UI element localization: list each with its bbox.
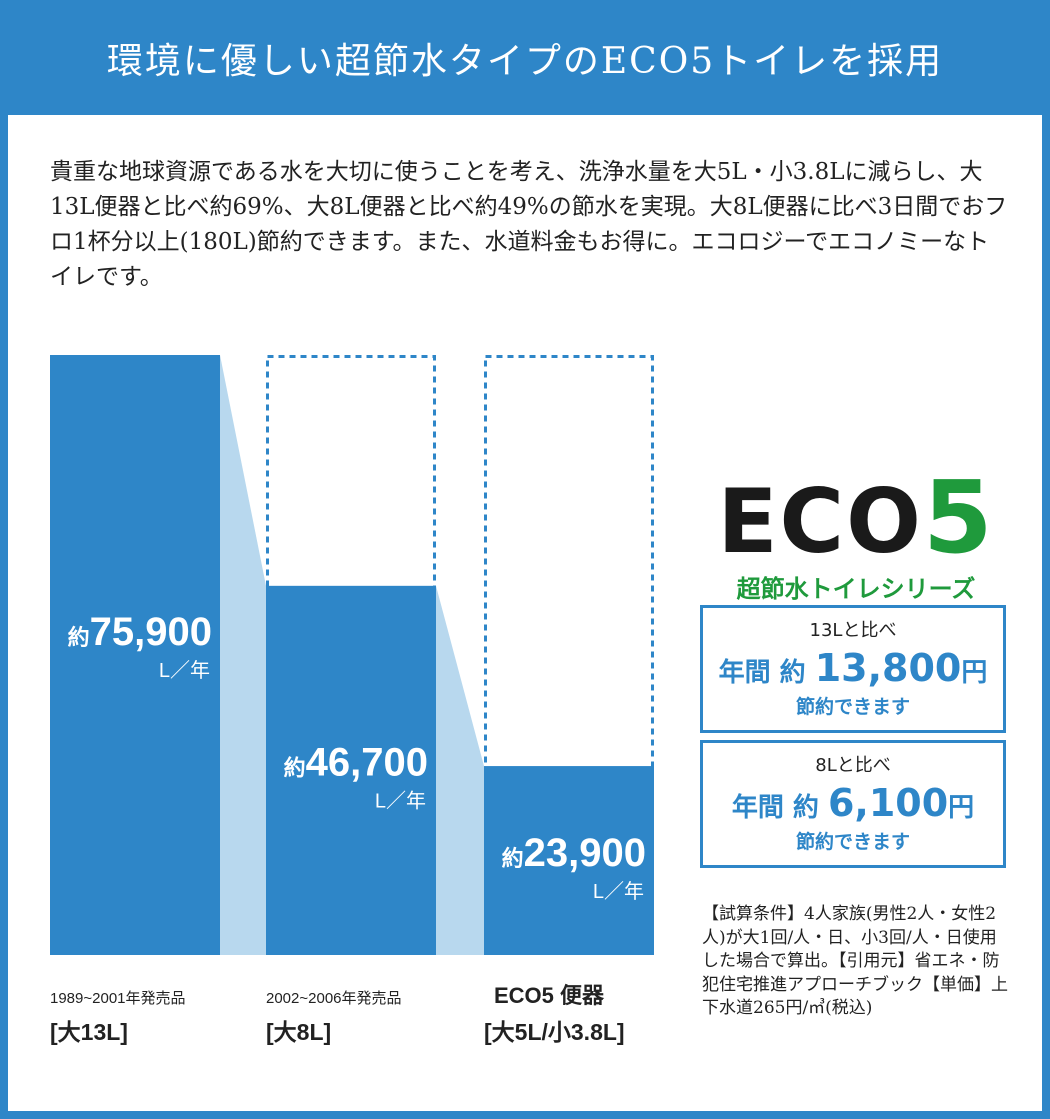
savings-box-8l: 8Lと比べ 年間 約 6,100円 節約できます — [700, 740, 1006, 868]
data-label: 約23,900 — [502, 831, 646, 875]
savings-amount-line: 年間 約 13,800円 — [703, 646, 1003, 690]
tick-label: [大13L] — [50, 1019, 128, 1045]
tick-label: [大8L] — [266, 1019, 331, 1045]
bar — [484, 766, 654, 955]
category-top-label: ECO5 便器 — [494, 983, 605, 1008]
calculation-conditions: 【試算条件】4人家族(男性2人・女性2人)が大1回/人・日、小3回/人・日使用し… — [702, 904, 1008, 1018]
unit-label: L／年 — [159, 659, 210, 682]
savings-prefix: 年間 約 — [718, 658, 815, 688]
data-label: 約46,700 — [284, 740, 428, 784]
data-label: 約75,900 — [68, 610, 212, 654]
savings-compare: 8Lと比べ — [815, 755, 891, 776]
content-panel: 貴重な地球資源である水を大切に使うことを考え、洗浄水量を大5L・小3.8Lに減ら… — [8, 115, 1042, 1111]
eco5-logo-text: ECO — [717, 470, 923, 573]
bar-connector — [436, 585, 484, 955]
savings-unit: 円 — [948, 793, 975, 823]
savings-box-13l: 13Lと比べ 年間 約 13,800円 節約できます — [700, 605, 1006, 733]
eco5-subtitle: 超節水トイレシリーズ — [736, 575, 976, 603]
tick-label: [大5L/小3.8L] — [484, 1019, 625, 1045]
savings-note: 節約できます — [795, 696, 910, 718]
savings-amount: 13,800 — [814, 646, 962, 690]
savings-unit: 円 — [961, 658, 988, 688]
category-top-label: 1989~2001年発売品 — [50, 990, 186, 1007]
eco5-logo: ECO5 超節水トイレシリーズ — [701, 468, 1011, 604]
eco5-logo-number: 5 — [922, 459, 995, 576]
savings-note: 節約できます — [795, 831, 910, 853]
savings-compare: 13Lと比べ — [809, 620, 897, 641]
unit-label: L／年 — [593, 880, 644, 903]
intro-text: 貴重な地球資源である水を大切に使うことを考え、洗浄水量を大5L・小3.8Lに減ら… — [50, 159, 1008, 290]
category-top-label: 2002~2006年発売品 — [266, 990, 402, 1007]
bar — [266, 585, 436, 955]
bar-connector — [220, 355, 266, 955]
bar — [50, 355, 220, 955]
bar-chart: 約75,900 L／年 1989~2001年発売品 [大13L] 約46,700 L／年 2… — [50, 355, 654, 1045]
savings-prefix: 年間 約 — [731, 793, 828, 823]
savings-amount: 6,100 — [827, 781, 949, 825]
unit-label: L／年 — [375, 789, 426, 812]
page-title: 環境に優しい超節水タイプのECO5トイレを採用 — [106, 40, 944, 82]
savings-amount-line: 年間 約 6,100円 — [703, 781, 1003, 825]
